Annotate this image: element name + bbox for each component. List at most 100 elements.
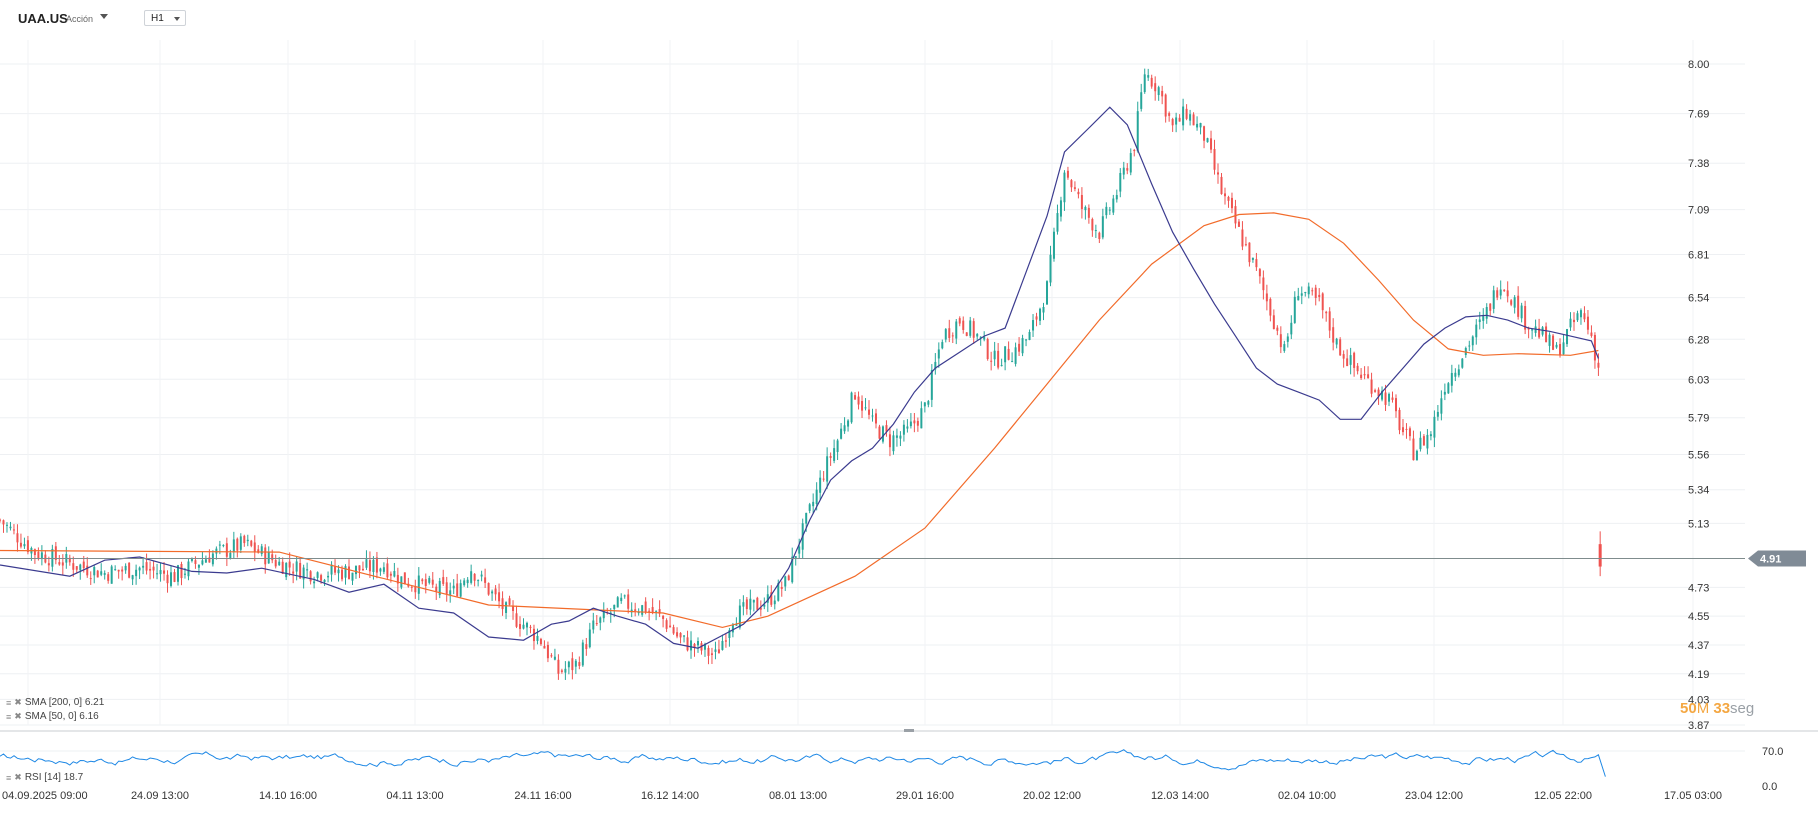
candles <box>0 68 1602 680</box>
candle-body <box>159 570 162 575</box>
sma200-legend[interactable]: ≡ ✖ SMA [200, 0] 6.21 <box>6 697 104 708</box>
candle-body <box>728 630 731 638</box>
candle-body <box>354 565 357 575</box>
candle-body <box>1443 391 1446 395</box>
candle-body <box>1597 362 1600 368</box>
candle-body <box>1415 450 1418 461</box>
candle-body <box>1244 244 1247 246</box>
candle-body <box>951 335 954 337</box>
candle-body <box>955 321 958 339</box>
symbol-title[interactable]: UAA.US <box>18 11 68 26</box>
candle-body <box>1583 313 1586 320</box>
sma200-legend-label: SMA [200, 0] 6.21 <box>24 697 105 708</box>
candle-body <box>1098 232 1101 239</box>
candle-body <box>585 644 588 650</box>
candle-body <box>717 649 720 654</box>
x-tick-label: 08.01 13:00 <box>769 790 827 802</box>
candle-body <box>920 408 923 429</box>
candle-body <box>641 605 644 615</box>
candle-body <box>1223 193 1226 197</box>
candle-body <box>990 360 993 362</box>
candle-body <box>703 644 706 650</box>
candle-body <box>578 662 581 666</box>
candle-body <box>438 580 441 596</box>
candle-body <box>47 563 50 566</box>
candle-body <box>484 577 487 583</box>
candle-body <box>623 595 626 597</box>
chart-header: UAA.US Acción H1 <box>0 0 1818 36</box>
candle-body <box>808 504 811 511</box>
candle-body <box>1321 293 1324 311</box>
candle-body <box>1025 339 1028 341</box>
candle-body <box>794 556 797 560</box>
candle-body <box>745 599 748 610</box>
x-tick-label: 29.01 16:00 <box>896 790 954 802</box>
candle-body <box>777 583 780 601</box>
candle-body <box>89 578 92 580</box>
timeframe-select[interactable]: H1 <box>144 10 186 26</box>
candle-body <box>403 572 406 585</box>
current-price-line: 4.91 <box>0 550 1806 567</box>
candle-body <box>9 526 12 529</box>
candle-body <box>330 564 333 575</box>
candle-body <box>1384 392 1387 405</box>
candle-body <box>913 420 916 424</box>
candle-body <box>1007 348 1010 360</box>
candle-body <box>602 610 605 619</box>
candle-body <box>773 600 776 605</box>
candle-body <box>58 562 61 565</box>
candle-body <box>1346 358 1349 367</box>
close-icon[interactable]: ✖ <box>14 711 22 721</box>
sma50-legend[interactable]: ≡ ✖ SMA [50, 0] 6.16 <box>6 711 99 722</box>
rsi-legend[interactable]: ≡ ✖ RSI [14] 18.7 <box>6 772 83 783</box>
close-icon[interactable]: ✖ <box>14 772 22 782</box>
candle-body <box>40 552 43 560</box>
candle-body <box>243 535 246 544</box>
menu-icon[interactable]: ≡ <box>6 697 12 708</box>
candle-body <box>61 562 64 566</box>
candle-body <box>86 565 89 576</box>
close-icon[interactable]: ✖ <box>14 697 22 707</box>
symbol-dropdown-icon[interactable] <box>100 14 108 19</box>
candle-body <box>826 456 829 482</box>
candle-body <box>1492 290 1495 309</box>
candle-body <box>54 546 57 561</box>
menu-icon[interactable]: ≡ <box>6 711 12 722</box>
candle-body <box>557 659 560 674</box>
candle-body <box>1489 303 1492 311</box>
candle-body <box>1129 153 1132 173</box>
candle-body <box>452 585 455 589</box>
candle-body <box>166 574 169 584</box>
candle-body <box>1332 327 1335 343</box>
candle-body <box>501 598 504 610</box>
candle-body <box>1388 393 1391 402</box>
candle-body <box>529 626 532 628</box>
candle-body <box>232 539 235 552</box>
candle-body <box>197 564 200 568</box>
candle-body <box>1520 305 1523 319</box>
candle-body <box>874 413 877 424</box>
candle-body <box>1192 114 1195 126</box>
candle-body <box>1405 428 1408 430</box>
candle-body <box>1199 123 1202 128</box>
candle-body <box>902 424 905 435</box>
candle-body <box>274 560 277 567</box>
candle-body <box>204 559 207 563</box>
candle-body <box>361 568 364 571</box>
candle-body <box>494 588 497 595</box>
candle-body <box>770 592 773 605</box>
candle-body <box>543 645 546 649</box>
candle-body <box>833 448 836 461</box>
candle-body <box>281 561 284 574</box>
x-axis: 04.09.2025 09:00 24.09 13:00 14.10 16:00 04… <box>2 790 1722 802</box>
candle-body <box>909 421 912 427</box>
menu-icon[interactable]: ≡ <box>6 772 12 783</box>
candle-body <box>445 582 448 594</box>
price-tag-label: 4.91 <box>1760 554 1781 566</box>
candle-body <box>1220 176 1223 195</box>
x-tick-label: 02.04 10:00 <box>1278 790 1336 802</box>
candle-body <box>1133 150 1136 152</box>
x-tick-label: 20.02 12:00 <box>1023 790 1081 802</box>
y-tick-label: 6.54 <box>1688 293 1709 305</box>
